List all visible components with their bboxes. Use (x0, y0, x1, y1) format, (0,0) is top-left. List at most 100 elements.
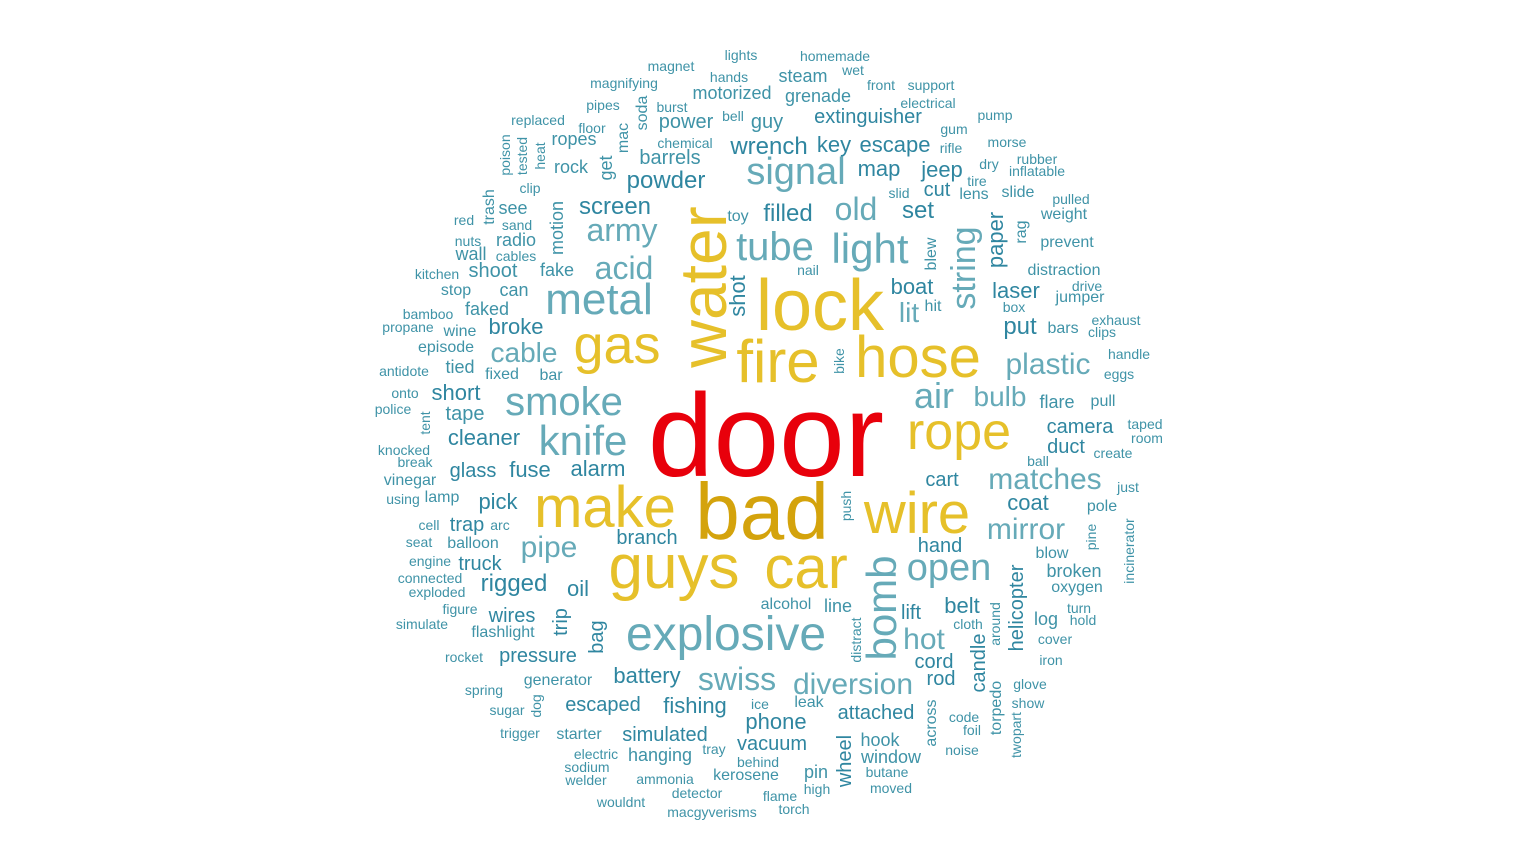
word-light: light (831, 225, 909, 272)
word-rocket: rocket (444, 649, 484, 665)
word-rock: rock (553, 157, 589, 177)
word-around: around (987, 602, 1003, 646)
word-hand: hand (917, 535, 963, 557)
word-heat: heat (532, 142, 548, 170)
word-power: power (658, 111, 714, 133)
word-clip: clip (519, 180, 541, 196)
word-pulled: pulled (1052, 191, 1090, 207)
word-candle: candle (968, 633, 990, 693)
word-battery: battery (613, 663, 681, 688)
word-steam: steam (778, 66, 828, 86)
word-trigger: trigger (500, 725, 540, 741)
word-burst: burst (656, 99, 688, 115)
word-kerosene: kerosene (713, 767, 779, 784)
word-rigged: rigged (480, 570, 548, 597)
word-floor: floor (578, 120, 606, 136)
word-wrench: wrench (730, 133, 808, 160)
word-filled: filled (763, 200, 813, 227)
word-pin: pin (803, 762, 829, 782)
word-tray: tray (702, 741, 726, 757)
word-cord: cord (914, 651, 954, 673)
word-diversion: diversion (792, 668, 914, 701)
word-generator: generator (523, 672, 593, 689)
word-put: put (1003, 313, 1037, 340)
word-vinegar: vinegar (383, 472, 437, 489)
word-toy: toy (727, 208, 749, 225)
word-mac: mac (615, 122, 632, 154)
word-eggs: eggs (1103, 366, 1135, 382)
word-magnet: magnet (647, 58, 695, 74)
word-attached: attached (837, 702, 915, 724)
word-mirror: mirror (986, 513, 1066, 546)
word-camera: camera (1046, 416, 1114, 438)
word-boat: boat (890, 274, 934, 299)
word-spring: spring (464, 682, 504, 698)
word-bell: bell (722, 108, 744, 124)
word-police: police (374, 401, 412, 417)
word-matches: matches (988, 463, 1102, 496)
word-fuse: fuse (509, 457, 551, 482)
word-old: old (834, 191, 878, 227)
word-drive: drive (1071, 278, 1103, 294)
word-push: push (838, 490, 854, 522)
word-propane: propane (382, 319, 434, 335)
word-blew: blew (923, 237, 940, 271)
word-truck: truck (458, 553, 502, 575)
word-bomb: bomb (858, 555, 905, 661)
word-leak: leak (794, 694, 824, 711)
word-handle: handle (1107, 346, 1151, 362)
word-weight: weight (1040, 206, 1088, 223)
word-antidote: antidote (379, 363, 429, 379)
word-incinerator: incinerator (1121, 518, 1137, 584)
word-pressure: pressure (499, 645, 577, 667)
word-ammonia: ammonia (636, 771, 694, 787)
word-rag: rag (1013, 220, 1030, 244)
word-pole: pole (1086, 498, 1118, 515)
word-rifle: rifle (939, 140, 963, 156)
word-across: across (923, 699, 940, 747)
word-high: high (803, 781, 831, 797)
word-ropes: ropes (551, 129, 597, 149)
word-line: line (823, 596, 853, 616)
word-make: make (534, 475, 676, 540)
word-can: can (499, 280, 529, 300)
word-pine: pine (1083, 523, 1099, 551)
word-broken: broken (1046, 561, 1102, 581)
word-tube: tube (736, 225, 814, 269)
word-fixed: fixed (485, 366, 519, 383)
word-broke: broke (488, 314, 544, 339)
word-cart: cart (925, 469, 959, 491)
word-detector: detector (671, 785, 723, 801)
word-iron: iron (1039, 652, 1063, 668)
word-metal: metal (545, 275, 653, 324)
word-grenade: grenade (784, 86, 852, 106)
word-nuts: nuts (454, 233, 482, 249)
word-replaced: replaced (511, 112, 565, 128)
word-distract: distract (848, 617, 864, 663)
word-homemade: homemade (799, 48, 871, 64)
word-flame: flame (762, 788, 798, 804)
word-key: key (816, 132, 852, 157)
word-guy: guy (750, 111, 784, 133)
word-tied: tied (445, 357, 475, 377)
word-map: map (857, 156, 901, 181)
word-lamp: lamp (424, 489, 460, 506)
word-cloth: cloth (953, 616, 983, 632)
word-wall: wall (455, 244, 487, 264)
word-cleaner: cleaner (447, 425, 521, 450)
word-lock: lock (755, 266, 885, 346)
word-ball: ball (1027, 453, 1049, 469)
word-bamboo: bamboo (402, 306, 454, 322)
word-knife: knife (538, 417, 628, 464)
word-room: room (1131, 430, 1163, 446)
word-sugar: sugar (489, 702, 525, 718)
word-code: code (948, 709, 980, 725)
word-tent: tent (417, 411, 433, 435)
word-cable: cable (490, 337, 558, 368)
word-alcohol: alcohol (760, 596, 812, 613)
word-stop: stop (440, 282, 472, 299)
word-wires: wires (488, 605, 536, 627)
word-air: air (913, 375, 955, 416)
word-wire: wire (863, 481, 971, 546)
word-wheel: wheel (834, 734, 856, 788)
